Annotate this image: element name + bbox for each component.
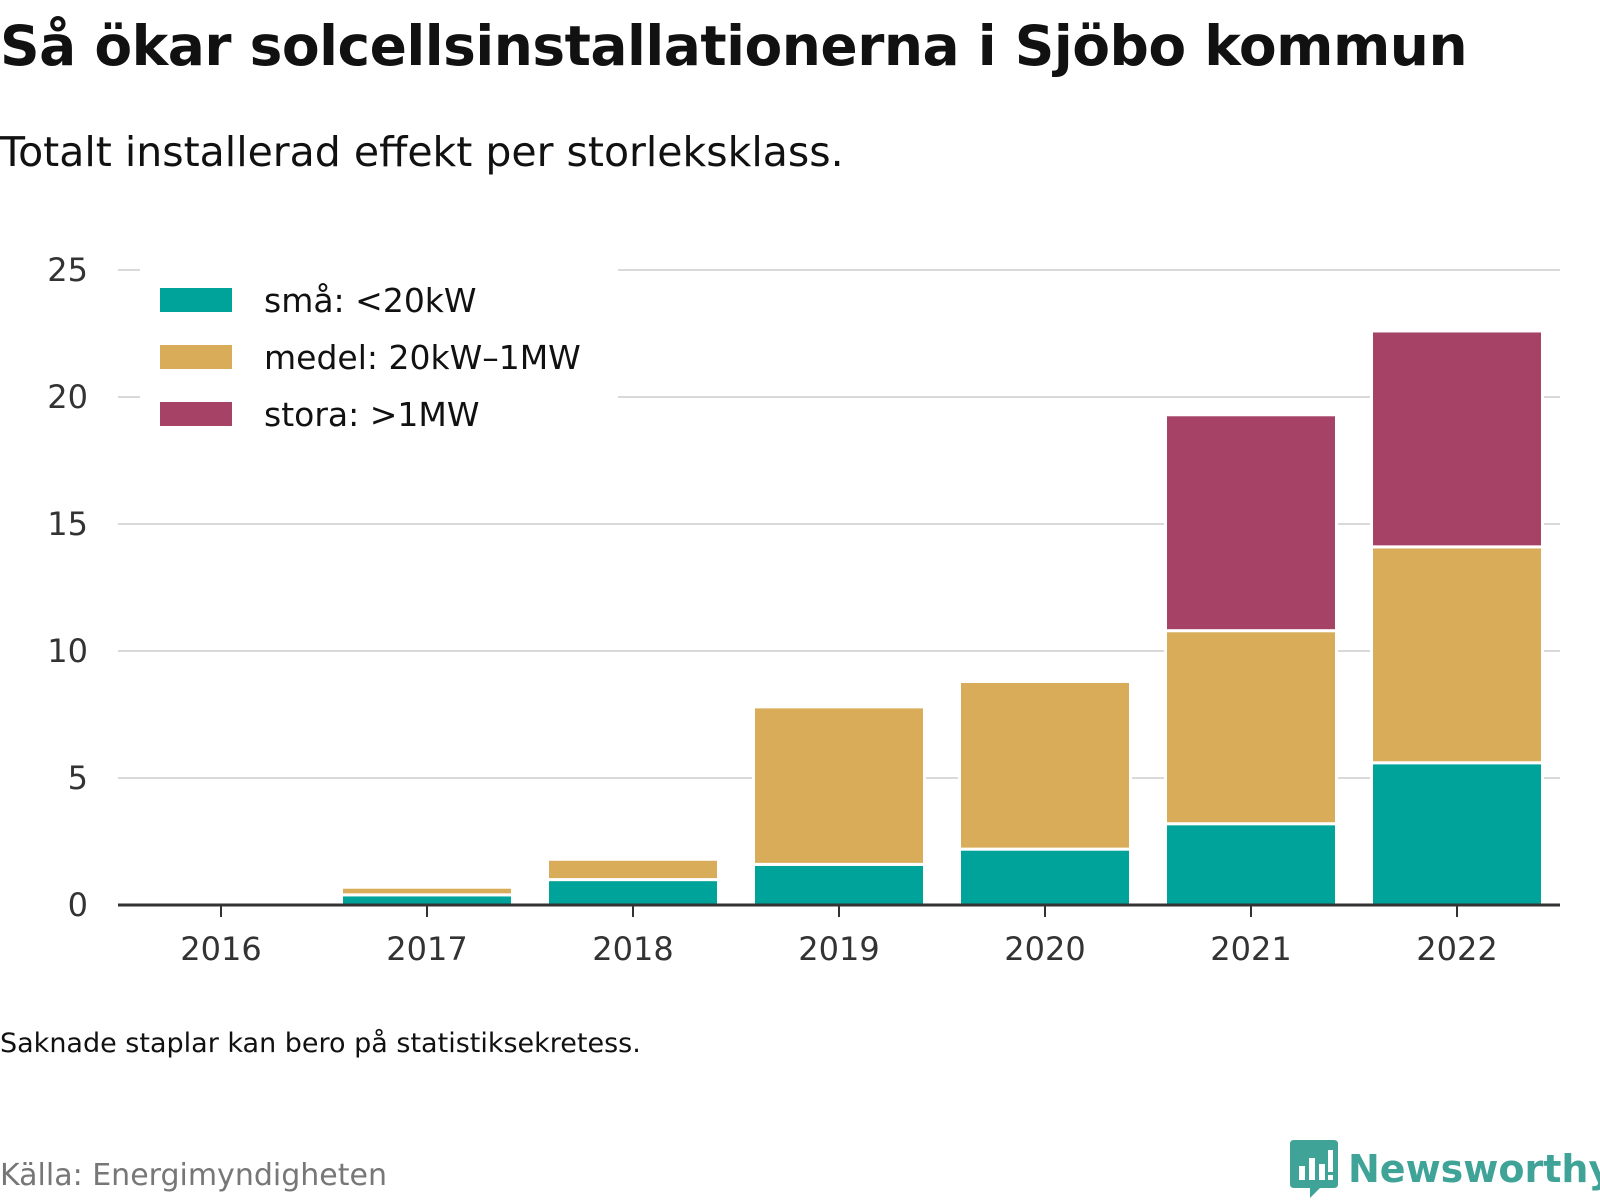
y-axis-ticks: 0 5 10 15 20 25	[47, 251, 88, 924]
bar-2022-series-1	[1370, 545, 1544, 765]
legend-swatch	[160, 345, 232, 369]
footnote: Saknade staplar kan bero på statistiksek…	[0, 1028, 641, 1059]
x-tick-label: 2017	[386, 930, 467, 968]
x-axis-ticks: 2016 2017 2018 2019 2020 2021 2022	[180, 905, 1498, 968]
y-tick-label: 25	[47, 251, 88, 289]
bar-2019-series-0	[752, 862, 926, 907]
x-tick-label: 2022	[1416, 930, 1497, 968]
bar-chart-speech-bubble-icon	[1290, 1140, 1338, 1198]
x-tick-label: 2018	[592, 930, 673, 968]
legend-label: medel: 20kW–1MW	[264, 338, 581, 377]
bar-2020-series-1	[958, 679, 1132, 851]
y-tick-label: 5	[68, 759, 88, 797]
x-tick-label: 2016	[180, 930, 261, 968]
bar-2018-series-1	[546, 857, 720, 882]
bar-2019-series-1	[752, 705, 926, 866]
bar-2018-series-0	[546, 878, 720, 907]
x-tick-label: 2019	[798, 930, 879, 968]
y-tick-label: 20	[47, 378, 88, 416]
chart-subtitle: Totalt installerad effekt per storlekskl…	[0, 128, 844, 176]
chart-title: Så ökar solcellsinstallationerna i Sjöbo…	[0, 14, 1468, 78]
bar-2021-series-2	[1164, 413, 1338, 633]
legend-swatch	[160, 288, 232, 312]
bar-2022-series-2	[1370, 329, 1544, 549]
x-tick-label: 2020	[1004, 930, 1085, 968]
legend: små: <20kW medel: 20kW–1MW stora: >1MW	[140, 268, 618, 440]
bar-2022-series-0	[1370, 761, 1544, 907]
source-credit: Källa: Energimyndigheten	[0, 1158, 387, 1193]
legend-label: stora: >1MW	[264, 395, 479, 434]
bar-2017-series-1	[340, 885, 514, 897]
y-tick-label: 10	[47, 632, 88, 670]
x-tick-label: 2021	[1210, 930, 1291, 968]
bar-2021-series-1	[1164, 629, 1338, 826]
bar-2017-series-0	[340, 893, 514, 907]
y-tick-label: 0	[68, 886, 88, 924]
bar-2020-series-0	[958, 847, 1132, 907]
newsworthy-logo: Newsworthy	[1290, 1140, 1600, 1198]
y-tick-label: 15	[47, 505, 88, 543]
bar-2021-series-0	[1164, 822, 1338, 907]
legend-swatch	[160, 402, 232, 426]
bars	[134, 329, 1544, 907]
legend-label: små: <20kW	[264, 281, 477, 320]
logo-text: Newsworthy	[1348, 1147, 1600, 1191]
